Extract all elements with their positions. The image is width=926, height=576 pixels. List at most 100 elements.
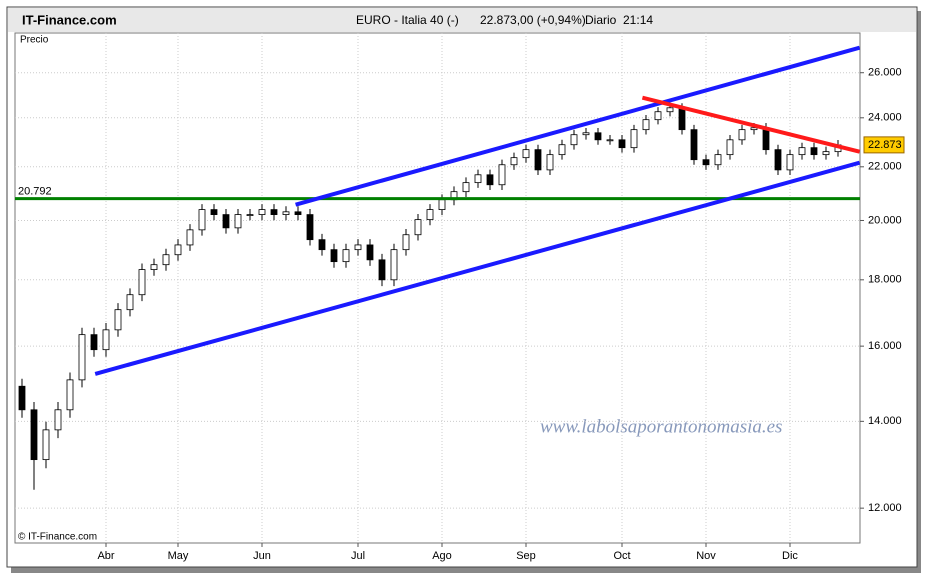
- candle-body: [570, 134, 578, 146]
- candle-body: [714, 154, 722, 166]
- header-bar: [8, 8, 916, 32]
- y-label: Precio: [20, 35, 49, 46]
- candle-body: [594, 132, 602, 141]
- candle-body: [330, 249, 338, 263]
- x-tick-label: Nov: [696, 550, 716, 562]
- candle-body: [690, 129, 698, 161]
- candle-body: [198, 209, 206, 231]
- x-tick-label: Ago: [432, 550, 452, 562]
- y-tick-label: 18.000: [868, 274, 902, 286]
- x-tick-label: May: [168, 550, 189, 562]
- candle-body: [678, 107, 686, 131]
- candle-body: [114, 309, 122, 331]
- candle-body: [342, 249, 350, 263]
- y-tick-label: 24.000: [868, 112, 902, 124]
- candle-body: [486, 174, 494, 186]
- candle-body: [366, 244, 374, 261]
- candle-body: [390, 249, 398, 281]
- candle-body: [210, 209, 218, 215]
- y-tick-label: 20.000: [868, 214, 902, 226]
- candle-body: [270, 209, 278, 215]
- candle-body: [810, 147, 818, 156]
- candle-body: [630, 129, 638, 149]
- candle-body: [258, 209, 266, 215]
- candle-body: [618, 139, 626, 149]
- y-tick-label: 14.000: [868, 415, 902, 427]
- candle-body: [138, 269, 146, 296]
- candle-body: [234, 214, 242, 229]
- header-price: 22.873,00 (+0,94%): [480, 13, 586, 27]
- candle-body: [642, 119, 650, 131]
- x-tick-label: Abr: [97, 550, 114, 562]
- candle-body: [534, 149, 542, 171]
- last-price-box: [863, 136, 905, 154]
- x-tick-label: Sep: [516, 550, 536, 562]
- candle-body: [666, 107, 674, 113]
- candle-body: [726, 139, 734, 156]
- candle-body: [150, 264, 158, 270]
- candle-body: [162, 254, 170, 266]
- x-tick-label: Jul: [351, 550, 365, 562]
- candle-body: [762, 127, 770, 151]
- y-tick-label: 16.000: [868, 340, 902, 352]
- candle-body: [318, 239, 326, 251]
- y-tick-label: 22.000: [868, 161, 902, 173]
- candle-body: [510, 157, 518, 166]
- candle-body: [606, 139, 614, 142]
- candle-body: [750, 127, 758, 131]
- candle-body: [90, 334, 98, 351]
- candle-body: [222, 214, 230, 229]
- candle-body: [54, 409, 62, 431]
- candle-body: [558, 144, 566, 156]
- candle-body: [42, 429, 50, 461]
- watermark: www.labolsaporantonomasia.es: [540, 416, 782, 437]
- x-tick-label: Oct: [613, 550, 630, 562]
- candle-body: [438, 199, 446, 210]
- candle-body: [30, 409, 38, 461]
- site-name: IT-Finance.com: [22, 12, 117, 27]
- copyright: © IT-Finance.com: [18, 532, 97, 543]
- candle-body: [498, 164, 506, 186]
- candle-body: [306, 214, 314, 241]
- candle-body: [78, 334, 86, 381]
- candle-body: [654, 111, 662, 121]
- candle-body: [546, 154, 554, 171]
- support-label: 20.792: [18, 186, 52, 198]
- header-title: EURO - Italia 40 (-): [356, 13, 459, 27]
- candle-body: [186, 229, 194, 246]
- candle-body: [246, 214, 254, 216]
- trend-line: [94, 160, 861, 376]
- y-tick-label: 26.000: [868, 67, 902, 79]
- candle-body: [102, 329, 110, 351]
- candle-body: [354, 244, 362, 251]
- x-tick-label: Jun: [253, 550, 271, 562]
- candle-body: [786, 154, 794, 171]
- candle-body: [294, 211, 302, 215]
- candle-body: [426, 209, 434, 221]
- candle-body: [402, 234, 410, 251]
- candle-body: [774, 149, 782, 171]
- trend-line: [295, 45, 861, 207]
- trend-line: [641, 95, 861, 154]
- last-price-label: 22.873: [868, 139, 902, 151]
- candle-body: [738, 129, 746, 141]
- y-tick-label: 12.000: [868, 502, 902, 514]
- candle-body: [522, 149, 530, 159]
- candle-body: [798, 147, 806, 156]
- candle-body: [822, 151, 830, 156]
- candle-body: [174, 244, 182, 256]
- candle-body: [462, 182, 470, 193]
- candle-body: [414, 219, 422, 236]
- x-tick-label: Dic: [782, 550, 798, 562]
- candle-body: [582, 132, 590, 136]
- candle-body: [474, 174, 482, 184]
- header-period: Diario 21:14: [585, 13, 653, 27]
- candle-body: [126, 294, 134, 311]
- candle-body: [66, 379, 74, 411]
- candle-body: [378, 259, 386, 281]
- candle-body: [282, 211, 290, 215]
- candle-body: [702, 159, 710, 166]
- candle-body: [18, 385, 26, 411]
